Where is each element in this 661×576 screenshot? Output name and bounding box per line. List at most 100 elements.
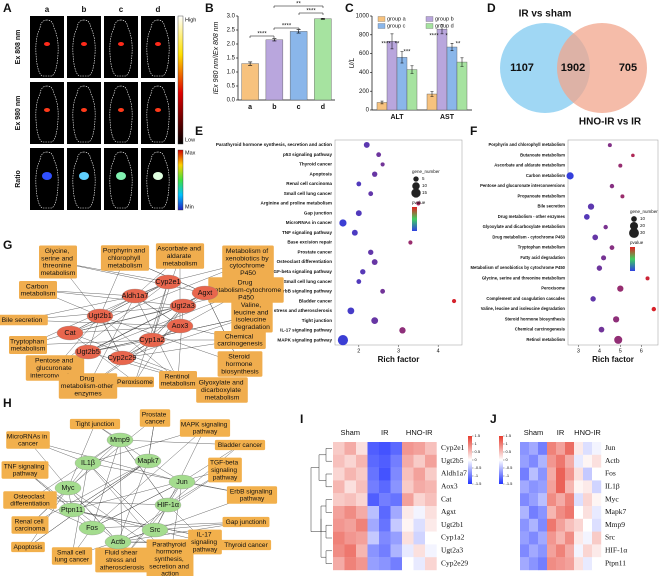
heatmap-cell — [574, 442, 584, 455]
network-edge — [99, 315, 179, 381]
term-label: Parathyroid hormone synthesis, secretion… — [216, 142, 332, 147]
significance-bracket — [273, 5, 324, 8]
term-label: IL-17 signaling pathway — [280, 328, 332, 333]
pathway-node: ErbB signaling pathway — [226, 486, 278, 504]
heatmap-cell — [565, 454, 575, 468]
row-label: Ugt2b1 — [441, 520, 464, 529]
heatmap-cell — [583, 544, 593, 558]
pathway-node: Valine, leucine and isoleucine degradati… — [231, 299, 273, 333]
gene-node — [104, 534, 132, 550]
image-tile — [104, 82, 138, 144]
network-edge — [67, 487, 119, 543]
bubble — [399, 327, 406, 334]
network-edge — [71, 460, 149, 511]
scale-label: 0 — [506, 457, 509, 462]
error-bar — [296, 29, 301, 34]
heatmap-cell — [379, 442, 391, 455]
pathway-box — [214, 439, 266, 451]
y-tick-label: 0.0 — [227, 98, 236, 104]
heatmap-cell — [520, 544, 530, 558]
heatmap-cell — [425, 442, 437, 455]
heatmap-cell — [402, 557, 414, 571]
bar — [289, 31, 308, 101]
heatmap-cell — [565, 480, 575, 494]
bubble — [380, 288, 386, 294]
scale-label: -0.5 — [475, 465, 483, 470]
heatmap-cell — [379, 493, 391, 507]
bubble — [620, 194, 625, 199]
bubble — [355, 210, 362, 217]
legend-label: group b — [435, 16, 454, 22]
bubble — [596, 265, 603, 271]
pathway-label: Parathyroid hormone synthesis, secretion… — [149, 541, 190, 576]
heatmap-cell — [547, 442, 557, 455]
gene-label: Fos — [86, 524, 98, 532]
heatmap-cell — [390, 544, 403, 558]
heatmap-cell — [529, 506, 539, 519]
pathway-node: Steroid hormone biosynthesis — [217, 351, 263, 377]
pathway-box — [6, 431, 50, 449]
term-label: Fatty acid degradation — [520, 255, 565, 260]
pathway-node: Gap junctionh — [222, 516, 270, 528]
gene-label: HIF-1α — [157, 501, 179, 509]
pathway-label: Tight junction — [76, 421, 115, 428]
pathway-node: Porphyrin and chlorophyll metabolism — [100, 245, 150, 271]
network-edge — [29, 460, 149, 526]
pathway-box — [100, 245, 150, 271]
network-edge — [87, 295, 136, 387]
panel-label: F — [470, 124, 477, 138]
column-label: Sham — [524, 428, 544, 437]
row-label: Cyp2e1 — [441, 443, 465, 452]
term-label: Bile secretion — [538, 204, 566, 209]
term-label: Fluid shear stress and atherosclerosis — [248, 308, 332, 313]
gene-node — [74, 455, 102, 471]
mouse-outline — [72, 19, 96, 77]
pathway-label: Glyoxylate and dicarboxylate metabolism — [199, 379, 246, 401]
row-label: Mapk7 — [605, 507, 626, 516]
heatmap-cell — [583, 442, 593, 455]
bubble — [609, 245, 615, 251]
scale-label: -1.5 — [475, 481, 483, 486]
scale-label: 0.5 — [475, 449, 481, 454]
heatmap-cell — [538, 506, 548, 519]
legend-bubble — [629, 228, 639, 238]
heatmap-cell — [425, 557, 437, 571]
heatmap-cell — [547, 557, 557, 571]
pathway-label: MicroRNAs in cancer — [7, 433, 49, 447]
heatmap-cell — [529, 480, 539, 494]
bubble — [645, 276, 650, 281]
panel-label: B — [205, 1, 214, 15]
heatmap-cell — [520, 442, 530, 455]
mouse-outline — [146, 19, 170, 77]
significance-label: **** — [282, 24, 292, 30]
heatmap-cell — [367, 454, 380, 468]
y-tick-label: 2.5 — [227, 28, 236, 34]
network-edge — [119, 439, 169, 506]
bubble — [609, 183, 615, 189]
bar — [456, 61, 468, 111]
panel-label: D — [487, 1, 496, 15]
pathway-node: Parathyroid hormone synthesis, secretion… — [146, 539, 194, 576]
term-label: Gap junction — [304, 210, 332, 215]
term-label: Ascorbate and aldarate metabolism — [494, 163, 565, 168]
heatmap-cell — [565, 467, 575, 481]
bubble — [360, 269, 366, 275]
pathway-label: Fluid shear stress and atherosclerosis — [100, 549, 145, 571]
heatmap-cell — [425, 467, 437, 481]
term-label: Pentose and glucuronate interconversions — [480, 183, 566, 188]
heatmap-cell — [547, 454, 557, 468]
heatmap-cell — [520, 557, 530, 571]
pathway-box — [217, 351, 263, 377]
bubble — [372, 171, 378, 177]
pathway-label: Valine, leucine and isoleucine degradati… — [234, 302, 271, 331]
heatmap-cell — [390, 442, 403, 455]
heatmap-cell — [367, 467, 380, 481]
heatmap-cell — [592, 442, 602, 455]
error-bar — [390, 33, 394, 50]
mouse-outline — [35, 85, 59, 143]
scale-label: Min — [185, 204, 194, 210]
y-tick-label: 1.0 — [227, 70, 236, 76]
heatmap-cell — [592, 544, 602, 558]
gene-label: Cyp2c29 — [108, 353, 137, 362]
pathway-label: Small cell lung cancer — [55, 549, 90, 563]
